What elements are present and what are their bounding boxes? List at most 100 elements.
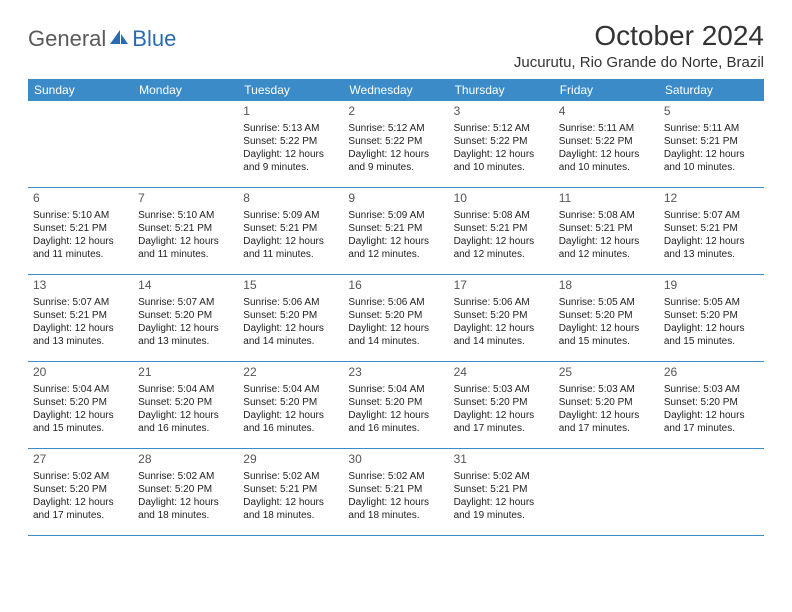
calendar-day-cell: 4Sunrise: 5:11 AMSunset: 5:22 PMDaylight…	[554, 101, 659, 187]
calendar-grid: Sunday Monday Tuesday Wednesday Thursday…	[28, 79, 764, 536]
sunrise-text: Sunrise: 5:10 AM	[33, 209, 128, 222]
sunset-text: Sunset: 5:21 PM	[664, 222, 759, 235]
sail-icon	[108, 28, 130, 51]
calendar-day-cell: 3Sunrise: 5:12 AMSunset: 5:22 PMDaylight…	[449, 101, 554, 187]
sunset-text: Sunset: 5:22 PM	[454, 135, 549, 148]
daylight-text: Daylight: 12 hours and 10 minutes.	[559, 148, 654, 174]
day-number: 18	[559, 278, 654, 294]
calendar-day-cell: 21Sunrise: 5:04 AMSunset: 5:20 PMDayligh…	[133, 362, 238, 448]
day-number: 10	[454, 191, 549, 207]
daylight-text: Daylight: 12 hours and 17 minutes.	[559, 409, 654, 435]
calendar-day-cell: 11Sunrise: 5:08 AMSunset: 5:21 PMDayligh…	[554, 188, 659, 274]
daylight-text: Daylight: 12 hours and 15 minutes.	[33, 409, 128, 435]
sunrise-text: Sunrise: 5:02 AM	[243, 470, 338, 483]
daylight-text: Daylight: 12 hours and 16 minutes.	[243, 409, 338, 435]
brand-logo: General Blue	[28, 20, 176, 52]
sunrise-text: Sunrise: 5:11 AM	[664, 122, 759, 135]
calendar-week-row: 1Sunrise: 5:13 AMSunset: 5:22 PMDaylight…	[28, 101, 764, 188]
calendar-day-cell: 20Sunrise: 5:04 AMSunset: 5:20 PMDayligh…	[28, 362, 133, 448]
sunrise-text: Sunrise: 5:02 AM	[138, 470, 233, 483]
sunset-text: Sunset: 5:22 PM	[243, 135, 338, 148]
calendar-day-cell: 27Sunrise: 5:02 AMSunset: 5:20 PMDayligh…	[28, 449, 133, 535]
sunset-text: Sunset: 5:22 PM	[348, 135, 443, 148]
daylight-text: Daylight: 12 hours and 15 minutes.	[559, 322, 654, 348]
daylight-text: Daylight: 12 hours and 13 minutes.	[33, 322, 128, 348]
sunrise-text: Sunrise: 5:05 AM	[664, 296, 759, 309]
calendar-day-cell: 12Sunrise: 5:07 AMSunset: 5:21 PMDayligh…	[659, 188, 764, 274]
day-number: 29	[243, 452, 338, 468]
day-number: 15	[243, 278, 338, 294]
sunset-text: Sunset: 5:20 PM	[33, 483, 128, 496]
sunrise-text: Sunrise: 5:08 AM	[454, 209, 549, 222]
daylight-text: Daylight: 12 hours and 14 minutes.	[348, 322, 443, 348]
daylight-text: Daylight: 12 hours and 12 minutes.	[454, 235, 549, 261]
weekday-header: Thursday	[449, 79, 554, 101]
sunrise-text: Sunrise: 5:05 AM	[559, 296, 654, 309]
weekday-header: Saturday	[659, 79, 764, 101]
calendar-day-cell: 26Sunrise: 5:03 AMSunset: 5:20 PMDayligh…	[659, 362, 764, 448]
sunset-text: Sunset: 5:20 PM	[243, 396, 338, 409]
sunrise-text: Sunrise: 5:07 AM	[664, 209, 759, 222]
day-number: 16	[348, 278, 443, 294]
daylight-text: Daylight: 12 hours and 14 minutes.	[454, 322, 549, 348]
day-number: 30	[348, 452, 443, 468]
daylight-text: Daylight: 12 hours and 16 minutes.	[348, 409, 443, 435]
day-number: 5	[664, 104, 759, 120]
sunset-text: Sunset: 5:21 PM	[33, 222, 128, 235]
day-number: 11	[559, 191, 654, 207]
calendar-week-row: 13Sunrise: 5:07 AMSunset: 5:21 PMDayligh…	[28, 275, 764, 362]
calendar-day-cell: 9Sunrise: 5:09 AMSunset: 5:21 PMDaylight…	[343, 188, 448, 274]
calendar-day-cell: 19Sunrise: 5:05 AMSunset: 5:20 PMDayligh…	[659, 275, 764, 361]
sunset-text: Sunset: 5:20 PM	[138, 483, 233, 496]
calendar-page: General Blue October 2024 Jucurutu, Rio …	[0, 0, 792, 546]
sunrise-text: Sunrise: 5:07 AM	[33, 296, 128, 309]
calendar-week-row: 27Sunrise: 5:02 AMSunset: 5:20 PMDayligh…	[28, 449, 764, 536]
daylight-text: Daylight: 12 hours and 10 minutes.	[454, 148, 549, 174]
sunset-text: Sunset: 5:20 PM	[559, 396, 654, 409]
day-number: 6	[33, 191, 128, 207]
location-text: Jucurutu, Rio Grande do Norte, Brazil	[514, 54, 764, 71]
sunrise-text: Sunrise: 5:12 AM	[348, 122, 443, 135]
calendar-week-row: 6Sunrise: 5:10 AMSunset: 5:21 PMDaylight…	[28, 188, 764, 275]
title-area: October 2024 Jucurutu, Rio Grande do Nor…	[514, 20, 764, 71]
sunset-text: Sunset: 5:21 PM	[454, 222, 549, 235]
sunset-text: Sunset: 5:21 PM	[348, 222, 443, 235]
calendar-day-cell	[554, 449, 659, 535]
daylight-text: Daylight: 12 hours and 10 minutes.	[664, 148, 759, 174]
daylight-text: Daylight: 12 hours and 11 minutes.	[33, 235, 128, 261]
daylight-text: Daylight: 12 hours and 18 minutes.	[138, 496, 233, 522]
daylight-text: Daylight: 12 hours and 9 minutes.	[243, 148, 338, 174]
calendar-day-cell: 6 Sunrise: 5:10 AMSunset: 5:21 PMDaylight…	[28, 188, 133, 274]
sunrise-text: Sunrise: 5:09 AM	[348, 209, 443, 222]
calendar-day-cell	[133, 101, 238, 187]
sunset-text: Sunset: 5:20 PM	[454, 309, 549, 322]
day-number: 27	[33, 452, 128, 468]
daylight-text: Daylight: 12 hours and 15 minutes.	[664, 322, 759, 348]
day-number: 1	[243, 104, 338, 120]
sunrise-text: Sunrise: 5:13 AM	[243, 122, 338, 135]
page-header: General Blue October 2024 Jucurutu, Rio …	[28, 20, 764, 71]
calendar-day-cell: 5Sunrise: 5:11 AMSunset: 5:21 PMDaylight…	[659, 101, 764, 187]
day-number: 19	[664, 278, 759, 294]
sunrise-text: Sunrise: 5:02 AM	[33, 470, 128, 483]
calendar-day-cell: 28Sunrise: 5:02 AMSunset: 5:20 PMDayligh…	[133, 449, 238, 535]
daylight-text: Daylight: 12 hours and 16 minutes.	[138, 409, 233, 435]
calendar-day-cell: 16Sunrise: 5:06 AMSunset: 5:20 PMDayligh…	[343, 275, 448, 361]
sunset-text: Sunset: 5:21 PM	[559, 222, 654, 235]
weekday-header: Monday	[133, 79, 238, 101]
sunset-text: Sunset: 5:20 PM	[559, 309, 654, 322]
calendar-day-cell: 15Sunrise: 5:06 AMSunset: 5:20 PMDayligh…	[238, 275, 343, 361]
sunrise-text: Sunrise: 5:11 AM	[559, 122, 654, 135]
daylight-text: Daylight: 12 hours and 18 minutes.	[243, 496, 338, 522]
calendar-day-cell: 29Sunrise: 5:02 AMSunset: 5:21 PMDayligh…	[238, 449, 343, 535]
daylight-text: Daylight: 12 hours and 12 minutes.	[348, 235, 443, 261]
daylight-text: Daylight: 12 hours and 19 minutes.	[454, 496, 549, 522]
day-number: 8	[243, 191, 338, 207]
sunrise-text: Sunrise: 5:03 AM	[664, 383, 759, 396]
day-number: 17	[454, 278, 549, 294]
sunset-text: Sunset: 5:20 PM	[33, 396, 128, 409]
sunset-text: Sunset: 5:20 PM	[348, 396, 443, 409]
day-number: 25	[559, 365, 654, 381]
sunset-text: Sunset: 5:20 PM	[138, 309, 233, 322]
sunrise-text: Sunrise: 5:06 AM	[454, 296, 549, 309]
